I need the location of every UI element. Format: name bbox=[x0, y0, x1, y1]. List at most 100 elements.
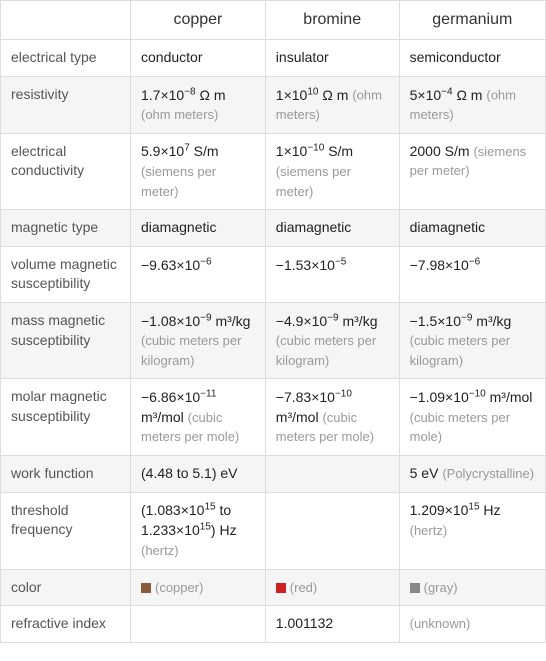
header-germanium: germanium bbox=[399, 1, 545, 40]
p: m³/mol bbox=[141, 409, 184, 425]
cell-germanium-vms: −7.98×10−6 bbox=[399, 246, 545, 302]
v: 5 eV bbox=[410, 465, 439, 481]
row-resistivity: resistivity 1.7×10−8 Ω m (ohm meters) 1×… bbox=[1, 76, 546, 133]
v: −9.63×10 bbox=[141, 257, 200, 273]
label-mass-mag-susc: mass magnetic susceptibility bbox=[1, 303, 131, 379]
row-threshold-freq: threshold frequency (1.083×1015 to 1.233… bbox=[1, 492, 546, 569]
empty-header bbox=[1, 1, 131, 40]
cell-germanium-tf: 1.209×1015 Hz (hertz) bbox=[399, 492, 545, 569]
cell-bromine-wf bbox=[265, 455, 399, 492]
row-refractive-index: refractive index 1.001132 (unknown) bbox=[1, 606, 546, 643]
e: −11 bbox=[200, 388, 216, 399]
cell-germanium-resistivity: 5×10−4 Ω m (ohm meters) bbox=[399, 76, 545, 133]
cell-bromine-vms: −1.53×10−5 bbox=[265, 246, 399, 302]
p: S/m bbox=[324, 143, 353, 159]
cell-bromine-magtype: diamagnetic bbox=[265, 210, 399, 247]
p: m³/mol bbox=[486, 389, 533, 405]
label-refractive-index: refractive index bbox=[1, 606, 131, 643]
v: −1.09×10 bbox=[410, 389, 469, 405]
t: (gray) bbox=[424, 580, 458, 595]
row-mass-mag-susc: mass magnetic susceptibility −1.08×10−9 … bbox=[1, 303, 546, 379]
t: (red) bbox=[290, 580, 317, 595]
e: 10 bbox=[307, 86, 318, 97]
row-work-function: work function (4.48 to 5.1) eV 5 eV (Pol… bbox=[1, 455, 546, 492]
label-threshold-freq: threshold frequency bbox=[1, 492, 131, 569]
u: (cubic meters per kilogram) bbox=[276, 333, 376, 368]
header-bromine: bromine bbox=[265, 1, 399, 40]
cell-copper-mms: −1.08×10−9 m³/kg (cubic meters per kilog… bbox=[131, 303, 266, 379]
u: (cubic meters per mole) bbox=[410, 410, 510, 445]
cell-copper-color: (copper) bbox=[131, 569, 266, 606]
v1: (1.083×10 bbox=[141, 502, 204, 518]
e: 15 bbox=[468, 502, 479, 513]
p: m³/mol bbox=[276, 409, 319, 425]
u: (cubic meters per kilogram) bbox=[141, 333, 241, 368]
properties-table: copper bromine germanium electrical type… bbox=[0, 0, 546, 643]
e: −9 bbox=[461, 312, 472, 323]
cell-copper-ri bbox=[131, 606, 266, 643]
cell-germanium-magtype: diamagnetic bbox=[399, 210, 545, 247]
p: m³/kg bbox=[212, 313, 251, 329]
p: ) Hz bbox=[211, 522, 237, 538]
u: (hertz) bbox=[410, 523, 448, 538]
v: 5.9×10 bbox=[141, 143, 184, 159]
label-color: color bbox=[1, 569, 131, 606]
e: −6 bbox=[469, 256, 480, 267]
p: Ω m bbox=[318, 87, 348, 103]
row-magnetic-type: magnetic type diamagnetic diamagnetic di… bbox=[1, 210, 546, 247]
cell-bromine-resistivity: 1×1010 Ω m (ohm meters) bbox=[265, 76, 399, 133]
u: (siemens per meter) bbox=[276, 164, 351, 199]
v: −7.98×10 bbox=[410, 257, 469, 273]
label-electrical-type: electrical type bbox=[1, 40, 131, 77]
e: −9 bbox=[200, 312, 211, 323]
t: (copper) bbox=[155, 580, 203, 595]
row-volume-mag-susc: volume magnetic susceptibility −9.63×10−… bbox=[1, 246, 546, 302]
e: −9 bbox=[327, 312, 338, 323]
cell-copper-mmms: −6.86×10−11 m³/mol (cubic meters per mol… bbox=[131, 379, 266, 455]
p: m³/kg bbox=[339, 313, 378, 329]
swatch-copper bbox=[141, 583, 151, 593]
cell-copper-tf: (1.083×1015 to 1.233×1015) Hz (hertz) bbox=[131, 492, 266, 569]
v: 5×10 bbox=[410, 87, 442, 103]
cell-copper-wf: (4.48 to 5.1) eV bbox=[131, 455, 266, 492]
cell-germanium-wf: 5 eV (Polycrystalline) bbox=[399, 455, 545, 492]
u: (siemens per meter) bbox=[141, 164, 216, 199]
label-electrical-conductivity: electrical conductivity bbox=[1, 133, 131, 209]
cell-copper-magtype: diamagnetic bbox=[131, 210, 266, 247]
v: −7.83×10 bbox=[276, 389, 335, 405]
cell-germanium-econd: 2000 S/m (siemens per meter) bbox=[399, 133, 545, 209]
row-molar-mag-susc: molar magnetic susceptibility −6.86×10−1… bbox=[1, 379, 546, 455]
u: (hertz) bbox=[141, 543, 179, 558]
swatch-bromine bbox=[276, 583, 286, 593]
e: −10 bbox=[307, 143, 324, 154]
label-molar-mag-susc: molar magnetic susceptibility bbox=[1, 379, 131, 455]
v: 1×10 bbox=[276, 87, 308, 103]
u: (Polycrystalline) bbox=[442, 466, 534, 481]
row-electrical-type: electrical type conductor insulator semi… bbox=[1, 40, 546, 77]
cell-copper-resistivity: 1.7×10−8 Ω m (ohm meters) bbox=[131, 76, 266, 133]
e: −4 bbox=[441, 86, 452, 97]
cell-copper-vms: −9.63×10−6 bbox=[131, 246, 266, 302]
cell-copper-econd: 5.9×107 S/m (siemens per meter) bbox=[131, 133, 266, 209]
e: −8 bbox=[184, 86, 195, 97]
cell-bromine-mms: −4.9×10−9 m³/kg (cubic meters per kilogr… bbox=[265, 303, 399, 379]
cell-bromine-color: (red) bbox=[265, 569, 399, 606]
v: 1×10 bbox=[276, 143, 308, 159]
v: −4.9×10 bbox=[276, 313, 327, 329]
v: 2000 S/m bbox=[410, 143, 470, 159]
label-volume-mag-susc: volume magnetic susceptibility bbox=[1, 246, 131, 302]
e: −10 bbox=[469, 388, 486, 399]
e1: 15 bbox=[204, 502, 215, 513]
header-copper: copper bbox=[131, 1, 266, 40]
v: −6.86×10 bbox=[141, 389, 200, 405]
label-work-function: work function bbox=[1, 455, 131, 492]
label-resistivity: resistivity bbox=[1, 76, 131, 133]
p: Ω m bbox=[196, 87, 226, 103]
cell-germanium-color: (gray) bbox=[399, 569, 545, 606]
e: −6 bbox=[200, 256, 211, 267]
e2: 15 bbox=[200, 522, 211, 533]
cell-bromine-tf bbox=[265, 492, 399, 569]
cell-copper-electrical-type: conductor bbox=[131, 40, 266, 77]
cell-germanium-ri: (unknown) bbox=[399, 606, 545, 643]
p: S/m bbox=[190, 143, 219, 159]
